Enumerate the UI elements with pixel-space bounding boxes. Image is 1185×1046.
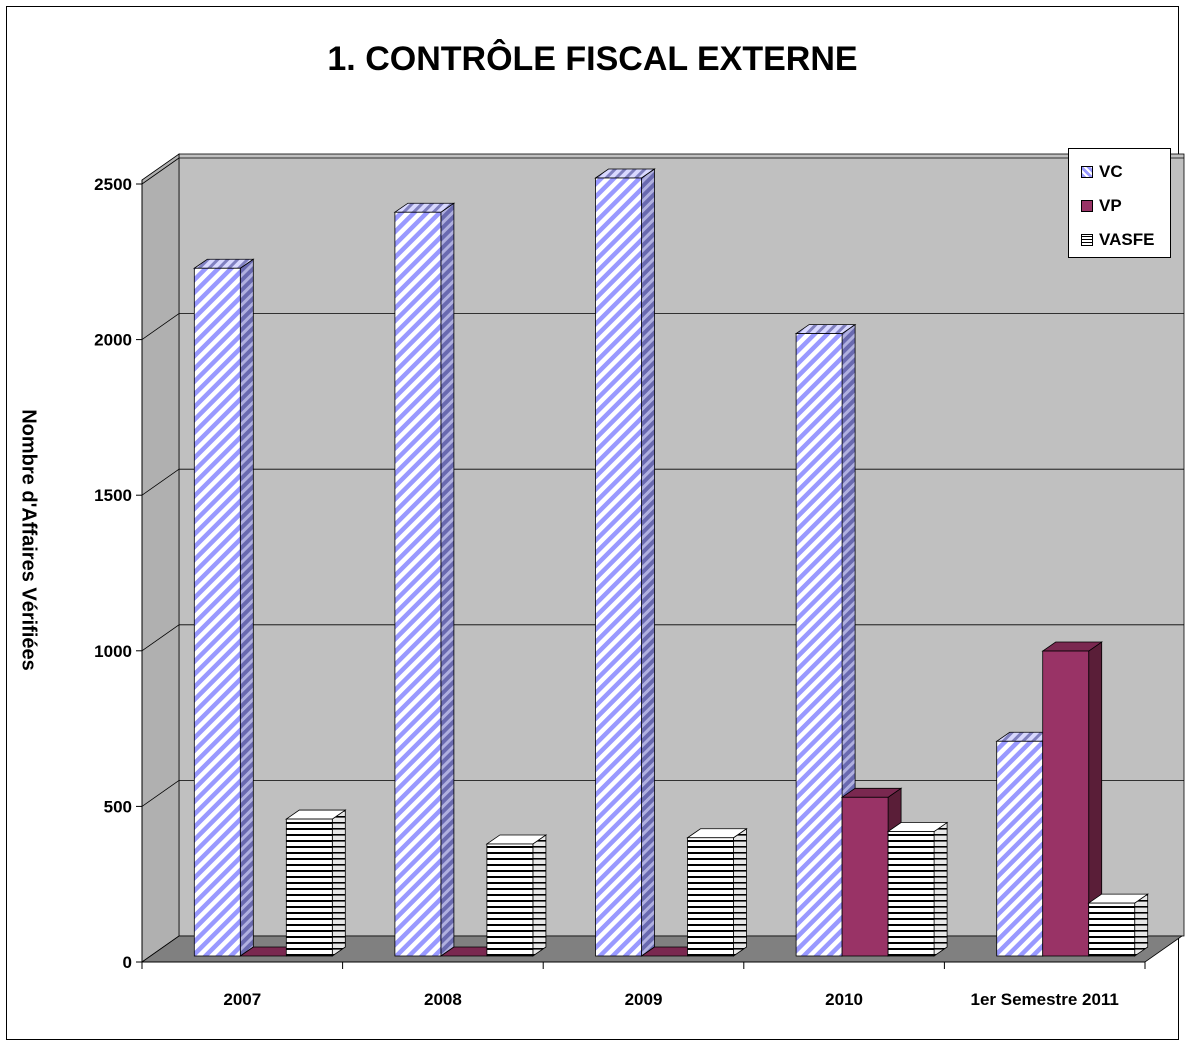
bar	[686, 827, 748, 957]
gridline-side	[141, 780, 180, 807]
legend-swatch-vasfe	[1081, 234, 1093, 246]
bar-front	[486, 843, 534, 957]
x-tick-label: 2009	[625, 990, 663, 1009]
y-tick-label: 1500	[94, 486, 132, 505]
legend-swatch-vp	[1081, 200, 1093, 212]
x-tick-label: 2010	[825, 990, 863, 1009]
bar-side	[239, 258, 254, 957]
bar-front	[687, 837, 734, 957]
bar	[1087, 893, 1149, 957]
legend-label-vp: VP	[1099, 196, 1122, 215]
bar-front	[193, 267, 241, 957]
gridline-side	[141, 624, 180, 652]
y-tick-label: 0	[123, 953, 132, 972]
x-tick-label: 2007	[223, 990, 261, 1009]
bar-front	[841, 796, 889, 957]
bar-front	[887, 831, 935, 957]
gridline-side	[141, 313, 180, 340]
gridline-side	[141, 468, 180, 496]
bar-front	[1088, 902, 1136, 957]
chart-title: 1. CONTRÔLE FISCAL EXTERNE	[327, 40, 858, 78]
y-tick-label: 2500	[94, 175, 132, 194]
x-tick-label: 2008	[424, 990, 462, 1009]
bar-front	[595, 177, 642, 957]
bar-front	[285, 818, 333, 957]
bar	[1041, 641, 1103, 957]
y-tick-label: 2000	[94, 331, 132, 350]
bar-side	[440, 202, 455, 957]
bar	[485, 834, 548, 957]
bar	[285, 809, 347, 957]
gridline-side	[141, 157, 180, 185]
bar	[886, 821, 949, 957]
bar	[393, 202, 456, 957]
bar-side	[532, 834, 547, 957]
gridlines	[141, 157, 1184, 807]
legend: VC VP VASFE	[1068, 148, 1171, 258]
bar-side	[1134, 893, 1149, 957]
bar-front	[1042, 650, 1090, 957]
bars	[193, 168, 1149, 957]
bar-front	[996, 740, 1044, 957]
legend-label-vasfe: VASFE	[1099, 230, 1155, 249]
legend-item-vp: VP	[1081, 189, 1170, 223]
legend-item-vc: VC	[1081, 155, 1170, 189]
axes: 0 500 1000 1500 2000 2500 2007 2008 2009 2010 1er …	[94, 175, 1146, 1009]
y-tick-label: 500	[104, 797, 132, 816]
side-wall	[141, 153, 180, 963]
bar-side	[331, 809, 346, 957]
bar-front	[394, 211, 442, 957]
legend-item-vasfe: VASFE	[1081, 223, 1170, 257]
bar	[594, 168, 656, 957]
x-tick-label: 1er Semestre 2011	[970, 990, 1118, 1009]
legend-swatch-vc	[1081, 166, 1093, 178]
bar-front	[795, 333, 843, 957]
bar-side	[733, 827, 747, 957]
bar-side	[933, 821, 948, 957]
bar	[193, 258, 255, 957]
bar-side	[641, 168, 655, 957]
legend-label-vc: VC	[1099, 162, 1123, 181]
y-tick-label: 1000	[94, 642, 132, 661]
